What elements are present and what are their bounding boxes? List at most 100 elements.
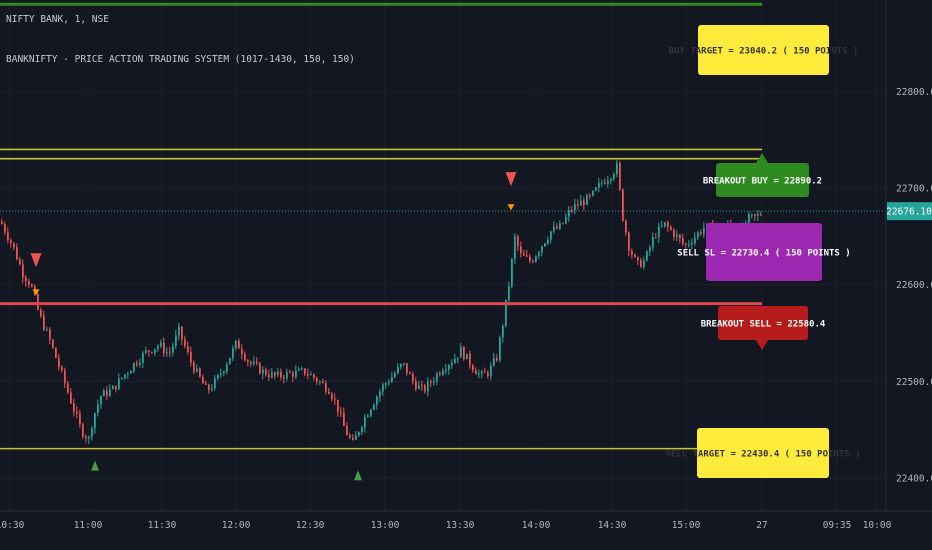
candle-body: [508, 286, 510, 300]
candle-body: [433, 381, 435, 383]
candle-body: [265, 369, 267, 375]
candle-body: [442, 370, 444, 375]
candle-body: [97, 404, 99, 414]
candle-body: [79, 413, 81, 425]
candle-body: [481, 371, 483, 374]
candle-body: [40, 309, 42, 316]
candle-body: [754, 214, 756, 216]
candle-body: [187, 346, 189, 352]
candle-body: [658, 226, 660, 238]
candle-body: [589, 194, 591, 196]
breakout-sell-label-box: [718, 306, 808, 340]
candle-body: [457, 357, 459, 359]
candle-body: [118, 378, 120, 390]
candle-body: [631, 250, 633, 255]
candle-body: [256, 361, 258, 364]
candle-body: [520, 246, 522, 254]
candle-body: [190, 351, 192, 363]
candle-body: [586, 194, 588, 206]
time-axis[interactable]: 10:30 11:00 11:30 12:00 12:30 13:00 13:30 14:00…: [0, 520, 892, 531]
candle-body: [490, 365, 492, 376]
breakout-buy-label-box: [716, 163, 809, 197]
candle-body: [43, 315, 45, 330]
candle-body: [415, 381, 417, 389]
candle-body: [10, 240, 12, 243]
candle-body: [292, 372, 294, 377]
candle-body: [238, 340, 240, 349]
candle-body: [523, 253, 525, 256]
candle-body: [592, 190, 594, 196]
candle-body: [532, 261, 534, 263]
candle-body: [211, 388, 213, 390]
candle-body: [550, 231, 552, 240]
candle-body: [493, 358, 495, 366]
candle-body: [220, 373, 222, 375]
candle-body: [343, 412, 345, 426]
candle-body: [676, 234, 678, 237]
candle-body: [124, 374, 126, 378]
candle-body: [13, 242, 15, 248]
candle-body: [223, 371, 225, 374]
candle-body: [58, 358, 60, 367]
candle-body: [328, 391, 330, 394]
candle-body: [619, 162, 621, 190]
candle-body: [448, 365, 450, 370]
candle-body: [400, 364, 402, 368]
signal-markers: [30, 172, 517, 481]
candle-body: [637, 256, 639, 261]
sell-target-label: SELL TARGET = 22430.4 ( 150 POINTS ): [665, 450, 860, 460]
candle-body: [679, 234, 681, 239]
candle-body: [217, 374, 219, 379]
candle-body: [142, 352, 144, 363]
candle-body: [514, 236, 516, 259]
candle-body: [139, 362, 141, 365]
candle-body: [652, 237, 654, 248]
candle-body: [577, 204, 579, 206]
candle-body: [565, 216, 567, 224]
candle-body: [208, 384, 210, 390]
candle-body: [694, 237, 696, 244]
candle-body: [262, 369, 264, 374]
candle-body: [697, 232, 699, 238]
candle-body: [70, 392, 72, 404]
candle-body: [103, 390, 105, 397]
price-tick-label: 22400.00: [896, 474, 932, 485]
candle-body: [184, 339, 186, 347]
candle-body: [757, 214, 759, 216]
candle-body: [544, 243, 546, 247]
candle-body: [649, 247, 651, 252]
candle-body: [751, 214, 753, 216]
candle-body: [91, 428, 93, 438]
buy-target-label: BUY TARGET = 23040.2 ( 150 POINTS ): [669, 47, 859, 57]
candle-body: [7, 232, 9, 241]
candle-body: [640, 260, 642, 268]
candle-body: [601, 182, 603, 184]
candle-body: [202, 376, 204, 384]
candle-body: [85, 436, 87, 439]
candle-body: [568, 210, 570, 217]
candle-body: [535, 256, 537, 262]
candle-body: [205, 383, 207, 385]
candle-body: [250, 361, 252, 364]
candle-body: [319, 381, 321, 383]
candle-body: [301, 368, 303, 370]
price-axis[interactable]: 23100.0023000.0022900.0022800.0022700.00…: [886, 0, 932, 485]
price-tick-label: 22700.00: [896, 184, 932, 195]
candle-body: [625, 220, 627, 233]
candle-body: [121, 377, 123, 379]
candle-body: [289, 372, 291, 374]
candle-body: [31, 284, 33, 287]
candle-body: [526, 255, 528, 257]
candle-body: [160, 342, 162, 346]
candle-body: [580, 200, 582, 206]
candle-body: [25, 277, 27, 282]
time-tick-label: 10:00: [863, 520, 892, 531]
candle-body: [760, 214, 762, 216]
candle-body: [409, 373, 411, 375]
candle-body: [193, 362, 195, 372]
candle-body: [295, 370, 297, 377]
candle-body: [355, 435, 357, 440]
candle-body: [55, 347, 57, 359]
candle-body: [499, 337, 501, 361]
